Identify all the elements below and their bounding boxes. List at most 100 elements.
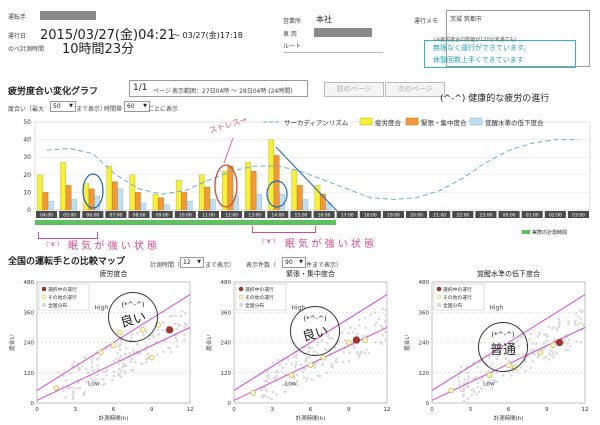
- y-tick-label: 0: [27, 207, 31, 214]
- legend-tension: 緊張・集中度合: [421, 118, 467, 127]
- distribution-point: [123, 370, 127, 373]
- bar-疲労度合: [268, 139, 274, 211]
- driver-name-redacted: [40, 11, 96, 20]
- scatter-y-tick: 480: [419, 280, 430, 286]
- distribution-point: [457, 380, 461, 383]
- distribution-point: [511, 370, 514, 373]
- distribution-point: [72, 360, 76, 364]
- distribution-point: [555, 351, 558, 355]
- distribution-point: [112, 359, 116, 363]
- distribution-point: [152, 335, 156, 339]
- scatter-x-tick: 12: [582, 407, 589, 413]
- scatter-x-label: 計測時間(h): [494, 414, 524, 422]
- actual-time-legend: 実際の計測時間: [522, 229, 567, 236]
- prev-page-button[interactable]: 前のページ: [324, 82, 384, 97]
- distribution-point: [462, 387, 466, 391]
- distribution-point: [579, 317, 583, 320]
- distribution-point: [458, 383, 461, 387]
- distribution-point: [358, 318, 361, 321]
- distribution-point: [117, 362, 120, 366]
- scatter-legend-swatch: [238, 302, 244, 308]
- stamp-face-2: (*^-^): [303, 315, 327, 323]
- scatter-legend-swatch: [436, 286, 442, 292]
- other-trip-point: [448, 387, 454, 394]
- annotation-circle-2: [266, 180, 288, 208]
- distribution-point: [285, 382, 289, 385]
- scatter-x-tick: 9: [545, 407, 549, 413]
- scatter-y-tick: 360: [24, 310, 35, 316]
- distribution-point: [281, 383, 285, 387]
- x-tick-label: 02:00: [549, 213, 562, 219]
- distribution-point: [129, 360, 133, 364]
- distribution-point: [465, 365, 468, 369]
- scatter-x-tick: 6: [507, 407, 511, 413]
- compare-days-select[interactable]: 90 ▼: [282, 257, 306, 268]
- distribution-point: [475, 393, 478, 396]
- ymax-select[interactable]: 50 ▼: [50, 101, 76, 112]
- distribution-point: [356, 332, 359, 336]
- ymax-select-value: 50: [53, 103, 61, 110]
- distribution-point: [380, 324, 383, 328]
- distribution-point: [267, 376, 270, 380]
- compare-hours-select[interactable]: 12 ▼: [180, 257, 204, 268]
- scatter-x-tick: 0: [35, 407, 39, 413]
- scatter-legend-label: 選択中の運行: [245, 286, 274, 293]
- distribution-point: [263, 380, 266, 383]
- distribution-point: [510, 374, 513, 377]
- scatter-y-tick: 0: [31, 401, 35, 407]
- other-trip-point: [362, 337, 369, 343]
- other-trip-point: [149, 354, 155, 361]
- memo-box: [446, 10, 590, 67]
- x-tick-label: 03:00: [572, 213, 585, 219]
- annotation-arrow-line: [275, 146, 338, 212]
- distribution-point: [296, 383, 299, 387]
- distribution-point: [485, 382, 489, 385]
- distribution-point: [581, 309, 584, 313]
- distribution-point: [457, 375, 460, 379]
- distribution-point: [175, 345, 179, 348]
- distribution-point: [104, 347, 107, 351]
- distribution-point: [78, 386, 82, 390]
- handwritten-note-healthy: (^-^) 健康的な疲労の進行: [440, 94, 550, 104]
- distribution-point: [145, 344, 149, 348]
- distribution-point: [381, 333, 384, 337]
- next-page-button[interactable]: 次のページ: [385, 82, 445, 97]
- distribution-point: [529, 366, 532, 370]
- legend-fatigue-swatch: [359, 117, 373, 126]
- bar-緊張・集中度合: [320, 193, 326, 211]
- x-tick-label: 04:00: [40, 213, 53, 219]
- distribution-point: [174, 336, 178, 340]
- distribution-point: [562, 338, 566, 342]
- bar-疲労度合: [175, 179, 182, 211]
- other-trip-point: [486, 372, 493, 379]
- bar-覚醒水準の低下度合: [163, 204, 170, 211]
- time-label-bg: [429, 211, 451, 218]
- distribution-point: [548, 353, 552, 356]
- distribution-point: [293, 365, 297, 369]
- scatter-y-tick: 0: [426, 401, 430, 407]
- distribution-point: [161, 350, 165, 354]
- interval-select[interactable]: 60 ▼: [124, 101, 150, 112]
- time-label-bg: [267, 211, 289, 218]
- distribution-point: [578, 309, 582, 312]
- distribution-point: [303, 367, 307, 371]
- distribution-point: [68, 371, 72, 375]
- distribution-point: [335, 360, 339, 364]
- bar-緊張・集中度合: [250, 171, 257, 211]
- scatter-y-label: 度合い: [8, 334, 16, 351]
- distribution-point: [88, 375, 92, 379]
- distribution-point: [352, 346, 356, 350]
- actual-time-swatch: [522, 230, 530, 234]
- time-label-bg: [336, 211, 358, 218]
- distribution-point: [90, 378, 94, 381]
- distribution-point: [462, 389, 466, 392]
- chevron-down-icon: ▼: [299, 259, 303, 265]
- distribution-point: [567, 322, 570, 326]
- distribution-point: [573, 323, 577, 326]
- bar-緊張・集中度合: [111, 181, 118, 211]
- distribution-point: [275, 374, 278, 378]
- distribution-point: [463, 378, 466, 381]
- bar-覚醒水準の低下度合: [325, 202, 332, 211]
- driver-label: 運転手: [8, 14, 27, 21]
- distribution-point: [180, 309, 184, 313]
